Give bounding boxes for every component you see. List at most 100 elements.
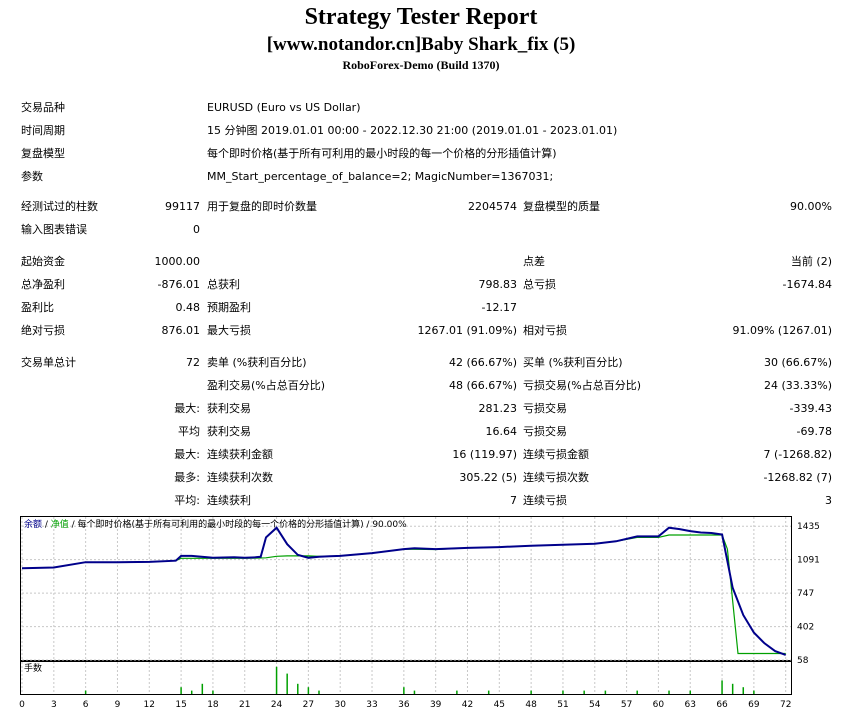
volume-label: 手数 (24, 662, 42, 674)
maximal-drawdown-label: 最大亏损 (207, 324, 251, 337)
equity-line (21, 526, 787, 656)
long-positions-value: 30 (66.67%) (763, 356, 832, 369)
x-tick-label: 36 (398, 700, 410, 710)
average-prefix: 平均 (178, 425, 200, 438)
x-tick-label: 63 (685, 700, 696, 710)
average-loss-label: 亏损交易 (523, 425, 567, 438)
chart-legend: 余额 / 净值 / 每个即时价格(基于所有可利用的最小时段的每一个价格的分形插值… (24, 518, 407, 530)
model-value: 每个即时价格(基于所有可利用的最小时段的每一个价格的分形插值计算) (207, 147, 557, 160)
x-tick-label: 3 (51, 700, 57, 710)
short-positions-value: 42 (66.67%) (448, 356, 517, 369)
largest-loss-value: -339.43 (789, 402, 832, 415)
absolute-drawdown-label: 绝对亏损 (21, 324, 65, 337)
maximal-consecutive-loss-label: 连续亏损次数 (523, 471, 589, 484)
average-consecutive-losses-label: 连续亏损 (523, 494, 567, 507)
x-tick-label: 30 (334, 700, 346, 710)
x-tick-label: 18 (207, 700, 219, 710)
x-tick-label: 21 (239, 700, 250, 710)
gross-profit-label: 总获利 (207, 278, 240, 291)
gross-loss-label: 总亏损 (523, 278, 556, 291)
loss-trades-label: 亏损交易(%占总百分比) (523, 379, 642, 392)
gross-loss-value: -1674.84 (782, 278, 832, 291)
avg-prefix: 平均: (174, 494, 200, 507)
largest-prefix: 最大: (174, 402, 200, 415)
expert-name: [www.notandor.cn]Baby Shark_fix (5) (266, 34, 576, 55)
y-tick-label: 402 (797, 623, 814, 633)
maximal-prefix: 最多: (174, 471, 200, 484)
profit-factor-label: 盈利比 (21, 301, 54, 314)
main-plot-frame (20, 516, 792, 661)
x-tick-label: 27 (303, 700, 314, 710)
largest-profit-label: 获利交易 (207, 402, 251, 415)
relative-drawdown-value: 91.09% (1267.01) (732, 324, 832, 337)
spread-label: 点差 (523, 255, 545, 268)
relative-drawdown-label: 相对亏损 (523, 324, 567, 337)
average-profit-value: 16.64 (485, 425, 518, 438)
total-trades-label: 交易单总计 (21, 356, 76, 369)
x-tick-label: 48 (525, 700, 537, 710)
spread-value: 当前 (2) (790, 255, 832, 268)
symbol-label: 交易品种 (21, 101, 65, 114)
average-consecutive-wins-value: 7 (510, 494, 517, 507)
average-consecutive-wins-label: 连续获利 (207, 494, 251, 507)
x-tick-label: 69 (748, 700, 760, 710)
net-profit-label: 总净盈利 (21, 278, 65, 291)
profit-trades-label: 盈利交易(%占总百分比) (207, 379, 326, 392)
legend-equity: 净值 (51, 518, 69, 530)
x-tick-label: 54 (589, 700, 601, 710)
bars-value: 99117 (165, 200, 200, 213)
ticks-label: 用于复盘的即时价数量 (207, 200, 317, 213)
legend-model-info: / 每个即时价格(基于所有可利用的最小时段的每一个价格的分形插值计算) / 90… (69, 518, 407, 530)
y-axis-ticks: 1435 1091 747 402 58 (797, 522, 820, 666)
x-tick-label: 39 (430, 700, 442, 710)
y-tick-label: 1091 (797, 556, 820, 566)
model-label: 复盘模型 (21, 147, 65, 160)
total-trades-value: 72 (186, 356, 200, 369)
ticks-value: 2204574 (468, 200, 517, 213)
x-tick-label: 33 (366, 700, 377, 710)
params-value: MM_Start_percentage_of_balance=2; MagicN… (207, 170, 554, 183)
x-axis-ticks: 0 3 6 9 12 15 18 21 24 27 30 33 36 39 42 45 48 51 54 57 60 63… (19, 700, 791, 710)
maximal-consecutive-profit-label: 连续获利次数 (207, 471, 273, 484)
quality-label: 复盘模型的质量 (523, 200, 600, 213)
x-tick-label: 9 (115, 700, 121, 710)
x-tick-label: 51 (557, 700, 568, 710)
x-tick-label: 15 (175, 700, 186, 710)
x-tick-label: 42 (462, 700, 473, 710)
legend-separator: / (42, 520, 51, 530)
net-profit-value: -876.01 (157, 278, 200, 291)
x-tick-label: 45 (494, 700, 505, 710)
max-consecutive-wins-value: 16 (119.97) (452, 448, 517, 461)
absolute-drawdown-value: 876.01 (161, 324, 201, 337)
deposit-value: 1000.00 (154, 255, 201, 268)
x-tick-label: 6 (83, 700, 89, 710)
gross-profit-value: 798.83 (478, 278, 518, 291)
x-tick-label: 12 (144, 700, 155, 710)
maximal-drawdown-value: 1267.01 (91.09%) (417, 324, 517, 337)
expected-payoff-label: 预期盈利 (207, 301, 251, 314)
legend-balance: 余额 (24, 518, 42, 530)
long-positions-label: 买单 (%获利百分比) (523, 356, 623, 369)
average-consecutive-losses-value: 3 (825, 494, 832, 507)
quality-value: 90.00% (790, 200, 832, 213)
period-value: 15 分钟图 2019.01.01 00:00 - 2022.12.30 21:… (207, 124, 618, 137)
x-tick-label: 72 (780, 700, 791, 710)
x-tick-label: 60 (653, 700, 665, 710)
server-build: RoboForex-Demo (Build 1370) (342, 58, 500, 72)
x-tick-label: 57 (621, 700, 632, 710)
y-tick-label: 58 (797, 656, 809, 666)
maximal-consecutive-loss-value: -1268.82 (7) (763, 471, 832, 484)
maximal-consecutive-profit-value: 305.22 (5) (459, 471, 517, 484)
short-positions-label: 卖单 (%获利百分比) (207, 356, 307, 369)
max-consecutive-wins-label: 连续获利金额 (207, 448, 273, 461)
max-consecutive-losses-value: 7 (-1268.82) (763, 448, 832, 461)
expected-payoff-value: -12.17 (481, 301, 517, 314)
chart-grid (21, 517, 791, 694)
bars-label: 经测试过的柱数 (21, 200, 98, 213)
max-consecutive-losses-label: 连续亏损金额 (523, 448, 589, 461)
errors-value: 0 (193, 223, 200, 236)
errors-label: 输入图表错误 (21, 223, 87, 236)
profit-factor-value: 0.48 (175, 301, 201, 314)
volume-plot-frame (20, 661, 792, 695)
average-profit-label: 获利交易 (207, 425, 251, 438)
